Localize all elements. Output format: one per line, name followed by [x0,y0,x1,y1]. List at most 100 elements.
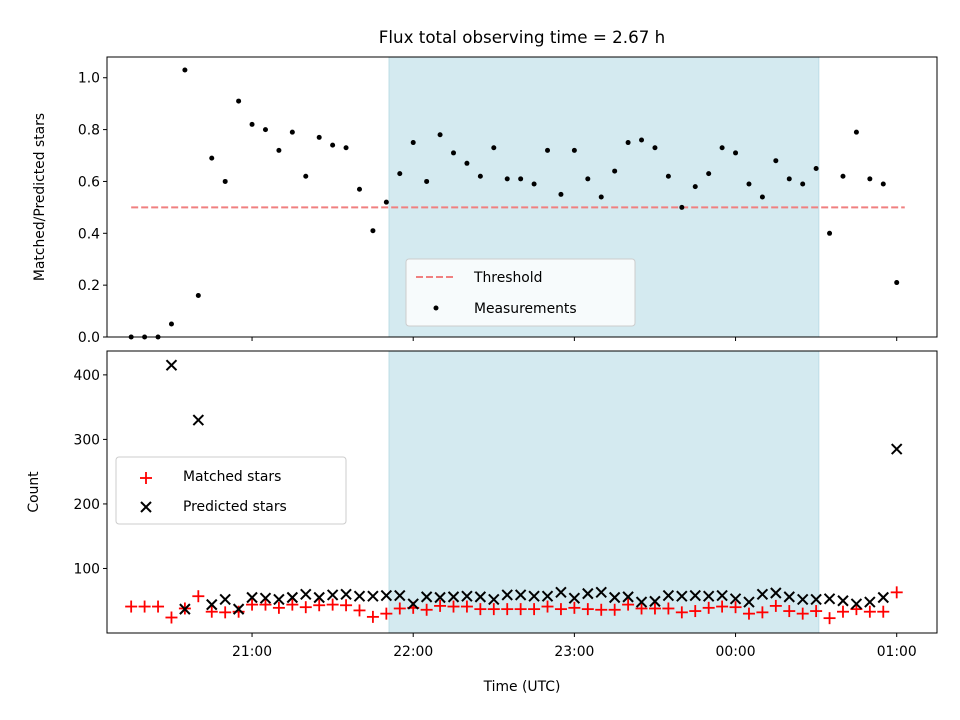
measurement-point [316,134,322,140]
measurement-point [531,181,537,187]
measurement-point [464,160,470,166]
measurement-point [813,165,819,171]
measurement-point [397,171,403,177]
predicted-star-point [608,591,621,604]
measurement-point [571,147,577,153]
chart-title: Flux total observing time = 2.67 h [379,27,665,47]
predicted-star-point [313,591,325,604]
matched-star-point [689,605,702,618]
predicted-star-point [192,414,205,426]
predicted-star-point [877,591,889,604]
x-axis-label: Time (UTC) [483,679,561,695]
matched-star-point [796,607,809,620]
measurement-point [800,181,806,187]
measurement-point [827,230,833,236]
matched-star-point [272,601,285,614]
measurement-point [437,132,443,138]
measurement-point [195,293,201,299]
predicted-star-point [273,593,285,606]
matched-star-point [810,605,823,618]
matched-star-point [716,600,729,613]
predicted-star-point [823,593,836,605]
matched-star-point [447,600,460,613]
predicted-star-point [864,596,876,608]
ratio-y-tick-label: 1.0 [78,71,100,87]
matched-star-point [863,605,876,618]
matched-star-point [219,606,232,619]
matched-star-point [380,607,393,620]
measurement-point [168,321,174,327]
measurement-point [343,145,349,151]
predicted-star-point [286,591,299,604]
predicted-star-point [501,589,513,601]
measurement-point [504,176,510,182]
predicted-star-point [635,596,648,608]
count-x-ticks: 21:00 22:00 23:00 00:00 01:00 [232,633,917,660]
matched-star-point [729,601,742,614]
matched-star-point [192,590,205,603]
measurement-point [249,121,255,127]
predicted-star-point [729,593,742,605]
matched-star-point [487,603,500,616]
count-y-tick-label: 200 [73,497,100,513]
measurement-point [518,176,524,182]
measurement-points [128,67,900,340]
predicted-star-point [407,598,419,610]
ratio-y-axis-label: Matched/Predicted stars [32,113,48,281]
count-y-tick-label: 100 [73,561,100,577]
matched-star-point [890,586,903,599]
measurement-point [759,194,765,200]
measurement-point [491,145,497,151]
matched-star-point [286,598,299,611]
predicted-star-point [756,588,769,600]
predicted-star-point [783,591,795,603]
matched-star-point [474,603,487,616]
count-y-axis-label: Count [26,471,42,513]
measurement-point [356,186,362,192]
matched-star-point [326,598,339,611]
predicted-star-point [649,595,661,608]
matched-star-point [622,598,635,611]
predicted-star-point [420,591,433,603]
count-y-ticks: 100 200 300 400 [73,368,107,577]
matched-star-point [836,605,849,618]
predicted-star-point [676,590,688,602]
matched-star-point [514,603,527,616]
predicted-star-point [259,592,272,604]
predicted-star-points [165,359,903,615]
measurement-point [625,140,631,146]
measurement-point [236,98,242,104]
legend-predicted-label: Predicted stars [183,499,287,515]
matched-star-point [232,605,245,618]
ratio-y-tick-label: 0.4 [78,226,100,242]
predicted-star-point [219,593,231,606]
measurement-point [867,176,873,182]
legend-predicted-swatch [140,501,152,513]
measurement-point [558,191,564,197]
ratio-legend-box [405,258,636,327]
count-x-tick-label: 23:00 [554,644,594,660]
matched-star-point [823,612,836,625]
matched-star-point [769,599,782,612]
predicted-star-point [595,586,607,599]
predicted-star-point [165,359,178,371]
measurement-point [894,280,900,286]
ratio-x-ticks [251,337,898,341]
measurement-point [424,178,430,184]
ratio-legend: Threshold Measurements [405,258,636,327]
measurement-point [612,168,618,174]
ratio-y-tick-label: 0.6 [78,174,100,190]
measurement-point [477,173,483,179]
predicted-star-point [796,593,809,606]
predicted-star-point [326,589,339,601]
matched-star-point [541,600,554,613]
measurement-point [370,228,376,234]
predicted-star-point [541,590,554,602]
measurement-point [303,173,309,179]
measurement-point [679,204,685,210]
measurement-point [746,181,752,187]
legend-threshold-label: Threshold [473,270,542,286]
measurement-point [585,176,591,182]
matched-star-point [595,603,608,616]
